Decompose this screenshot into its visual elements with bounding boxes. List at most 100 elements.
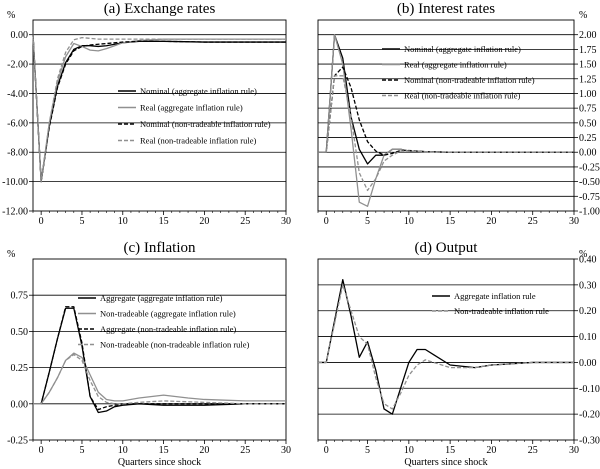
x-tick-label: 20 [199,445,209,456]
x-tick-label: 15 [445,216,455,227]
plot-frame [317,258,575,441]
legend-label: Real (aggregate inflation rule) [140,103,243,113]
unit-label: % [7,10,15,21]
x-tick-label: 15 [445,445,455,456]
unit-label: % [7,249,15,260]
y-tick-label: 0.50 [579,118,597,129]
y-tick-label: 1.00 [579,89,597,100]
series-line-3 [33,306,286,411]
x-tick-label: 15 [159,445,169,456]
series-line-4 [33,353,286,405]
chart-title: (c) Inflation [123,240,196,256]
y-tick-label: 1.25 [579,74,597,85]
y-tick-label: -6.00 [7,118,28,129]
chart-panel-1: (a) Exchange rates -12.00 -10.00 -8.00 -6.00… [2,1,291,227]
x-tick-label: 0 [324,216,329,227]
x-tick-label: 10 [118,216,128,227]
series-line-2 [33,352,286,405]
y-tick-label: -0.75 [579,192,600,203]
x-tick-label: 5 [79,216,84,227]
y-tick-label: 0.20 [579,306,597,317]
x-tick-label: 10 [404,445,414,456]
chart-panel-3: (c) Inflation -0.25 0.00 0.25 0.50 0.75% 0 5 10 1… [7,240,291,468]
y-tick-label: 2.00 [579,30,597,41]
y-tick-label: -0.25 [579,162,600,173]
x-tick-label: 0 [324,445,329,456]
x-tick-label: 25 [528,445,538,456]
y-tick-label: 0.00 [579,358,597,369]
x-tick-label: 20 [486,445,496,456]
y-tick-label: 0.00 [11,30,29,41]
x-tick-label: 15 [159,216,169,227]
x-tick-label: 5 [365,216,370,227]
legend-label: Non-tradeable (non-tradeable inflation r… [100,340,250,350]
x-axis-label: Quarters since shock [118,457,201,468]
series-line-4 [318,75,574,192]
y-tick-label: 0.10 [579,332,597,343]
y-tick-label: 0.75 [11,291,29,302]
y-tick-label: -0.25 [7,436,28,447]
x-tick-label: 0 [39,445,44,456]
legend-label: Real (aggregate inflation rule) [404,60,507,70]
chart-panel-2: (b) Interest rates -1.00 -0.75 -0.50 -0.25 0.… [317,1,600,227]
y-tick-label: 0.75 [579,104,597,115]
legend-label: Nominal (non-tradeable inflation rule) [140,119,271,129]
x-tick-label: 20 [199,216,209,227]
y-tick-label: -8.00 [7,148,28,159]
x-tick-label: 30 [569,216,579,227]
y-tick-label: 1.75 [579,45,597,56]
x-tick-label: 20 [486,216,496,227]
x-tick-label: 25 [240,216,250,227]
series-line-3 [32,34,286,183]
y-tick-label: 0.30 [579,280,597,291]
x-tick-label: 30 [281,445,291,456]
y-tick-label: -2.00 [7,60,28,71]
plot-frame [32,258,287,441]
x-tick-label: 30 [569,445,579,456]
legend-label: Non-tradeable inflation rule [454,306,549,316]
chart-title: (b) Interest rates [397,1,495,17]
y-tick-label: 0.00 [11,399,29,410]
y-tick-label: -4.00 [7,89,28,100]
y-tick-label: -0.50 [579,177,600,188]
x-tick-label: 25 [528,216,538,227]
plot-frame [32,19,287,212]
y-tick-label: -1.00 [579,207,600,218]
x-tick-label: 5 [79,445,84,456]
legend-label: Nominal (aggregate inflation rule) [140,86,257,96]
y-tick-label: -0.10 [579,384,600,395]
y-tick-label: -12.00 [2,207,28,218]
legend-label: Aggregate inflation rule [454,291,536,301]
y-tick-label: -10.00 [2,177,28,188]
chart-title: (d) Output [415,240,479,256]
legend-label: Nominal (non-tradeable inflation rule) [404,75,535,85]
y-tick-label: 0.25 [11,363,29,374]
unit-label: % [579,249,587,260]
y-tick-label: -0.30 [579,436,600,447]
x-tick-label: 5 [365,445,370,456]
plot-frame [317,19,575,212]
x-tick-label: 25 [240,445,250,456]
y-tick-label: 0.50 [11,327,29,338]
legend-label: Real (non-tradeable inflation rule) [404,91,521,101]
series-line-4 [32,34,286,183]
y-tick-label: 0.00 [579,148,597,159]
series-line-2 [318,284,574,410]
x-tick-label: 30 [281,216,291,227]
legend-label: Real (non-tradeable inflation rule) [140,136,257,146]
legend-label: Non-tradeable (aggregate inflation rule) [100,309,236,319]
y-tick-label: 0.40 [579,255,597,266]
chart-panel-4: (d) Output -0.30 -0.20 -0.10 0.00 0.10 0.20 0.3… [317,240,600,468]
legend-label: Aggregate (non-tradeable inflation rule) [100,324,236,334]
x-tick-label: 10 [118,445,128,456]
y-tick-label: -0.20 [579,410,600,421]
legend-label: Nominal (aggregate inflation rule) [404,44,521,54]
y-tick-label: 0.25 [579,133,597,144]
legend-label: Aggregate (aggregate inflation rule) [100,293,223,303]
y-tick-label: 1.50 [579,60,597,71]
x-axis-label: Quarters since shock [404,457,487,468]
x-tick-label: 0 [39,216,44,227]
x-tick-label: 10 [404,216,414,227]
unit-label: % [579,10,587,21]
